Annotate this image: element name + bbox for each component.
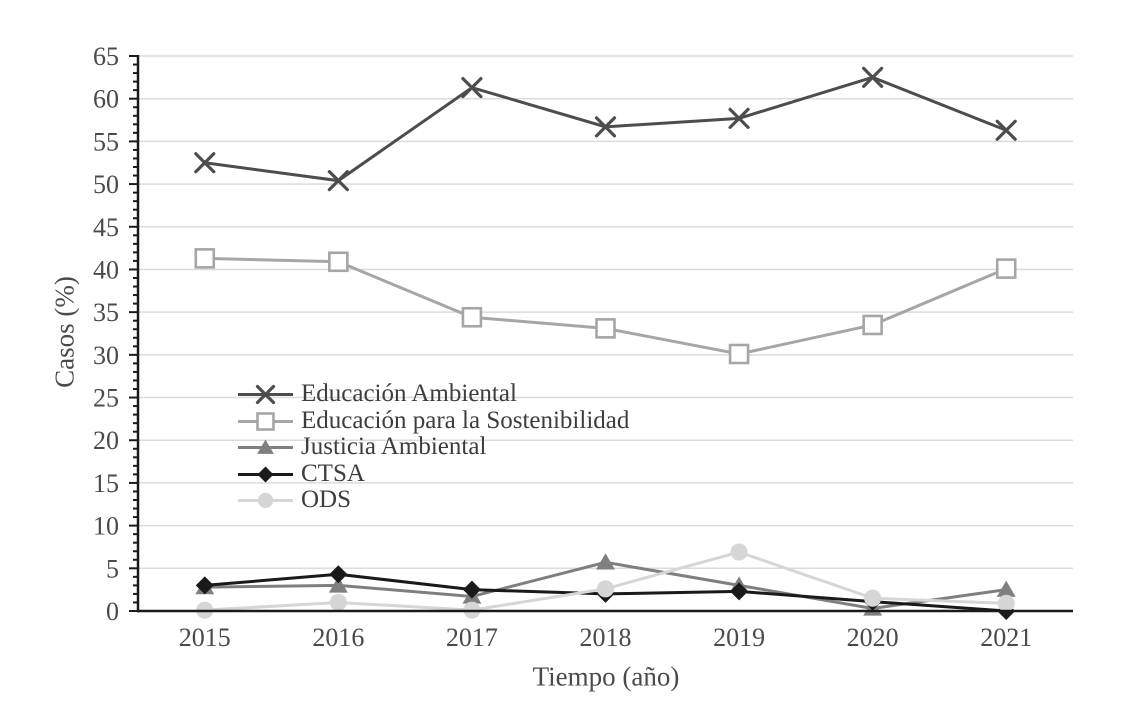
x-axis: 2015 2016 2017 2018 2019 2020 2021 [179,623,1032,652]
legend-item-4: ODS [237,486,629,514]
x-axis-title: Tiempo (año) [532,661,680,692]
legend-label: Educación Ambiental [301,380,517,407]
data-point-marker [194,152,216,174]
x-tick-label: 2019 [713,623,765,652]
y-tick-label: 25 [93,384,119,413]
legend-item-3: CTSA [237,459,629,488]
y-tick-label: 15 [93,469,119,498]
data-point-marker [730,543,748,561]
data-point-marker [328,576,348,593]
legend-item-1: Educación para la Sostenibilidad [237,406,630,435]
data-point-marker [995,119,1017,141]
data-point-marker [995,258,1017,279]
data-point-marker [462,580,481,599]
y-tick-label: 35 [93,298,119,327]
legend-label: Justicia Ambiental [301,433,487,460]
data-point-marker [596,553,615,570]
x-tick-label: 2020 [847,623,899,652]
y-tick-label: 10 [93,512,119,541]
y-axis: 0 5 10 15 20 25 30 35 40 45 50 55 60 65 [93,42,140,626]
data-point-marker [862,66,884,88]
legend-marker-icon [238,466,293,483]
data-point-marker [862,314,883,336]
y-tick-label: 0 [106,597,119,626]
series-1 [194,248,1017,365]
data-point-marker [594,116,617,138]
y-tick-label: 5 [106,554,119,583]
y-tick-label: 45 [93,213,119,242]
data-point-marker [461,306,483,328]
data-point-marker [996,580,1016,597]
legend-marker-icon [238,439,293,455]
x-tick-label: 2018 [580,623,632,652]
y-tick-label: 55 [93,127,119,156]
data-point-marker [329,565,348,584]
gridlines [138,55,1073,570]
data-point-marker [329,593,347,612]
data-point-marker [257,466,274,483]
data-point-marker [461,76,483,99]
data-point-marker [728,343,750,365]
data-point-marker [195,576,214,595]
legend-item-2: Justicia Ambiental [237,433,629,461]
series-0 [194,66,1017,192]
y-tick-label: 30 [93,341,119,370]
x-tick-label: 2021 [980,623,1032,652]
x-tick-label: 2015 [179,623,231,652]
legend-label: CTSA [301,459,365,487]
data-point-marker [255,385,276,405]
y-tick-label: 40 [93,255,119,284]
data-point-marker [596,580,615,598]
legend-marker-icon [238,385,293,405]
legend: Educación Ambiental Educación para la Sos… [237,380,630,514]
x-tick-label: 2016 [312,623,364,652]
data-point-marker [327,170,349,192]
data-point-marker [595,318,616,339]
legend-marker-icon [238,411,293,431]
legend-marker-icon [238,493,293,509]
data-point-marker [728,107,750,129]
data-point-marker [997,594,1015,612]
y-tick-label: 20 [93,426,119,455]
y-tick-label: 60 [93,85,119,114]
legend-label: ODS [301,486,352,513]
data-point-marker [257,493,274,509]
y-tick-label: 50 [93,170,119,199]
data-point-marker [328,251,349,273]
data-point-marker [194,248,216,269]
series-line [204,256,1007,356]
legend-label: Educación para la Sostenibilidad [301,406,630,434]
x-tick-label: 2017 [446,623,498,652]
data-point-marker [730,582,749,601]
y-axis-title: Casos (%) [49,276,80,388]
data-point-marker [864,589,882,607]
data-point-marker [257,439,274,455]
legend-item-0: Educación Ambiental [237,380,629,408]
data-point-marker [256,411,275,431]
y-tick-label: 65 [93,42,119,71]
